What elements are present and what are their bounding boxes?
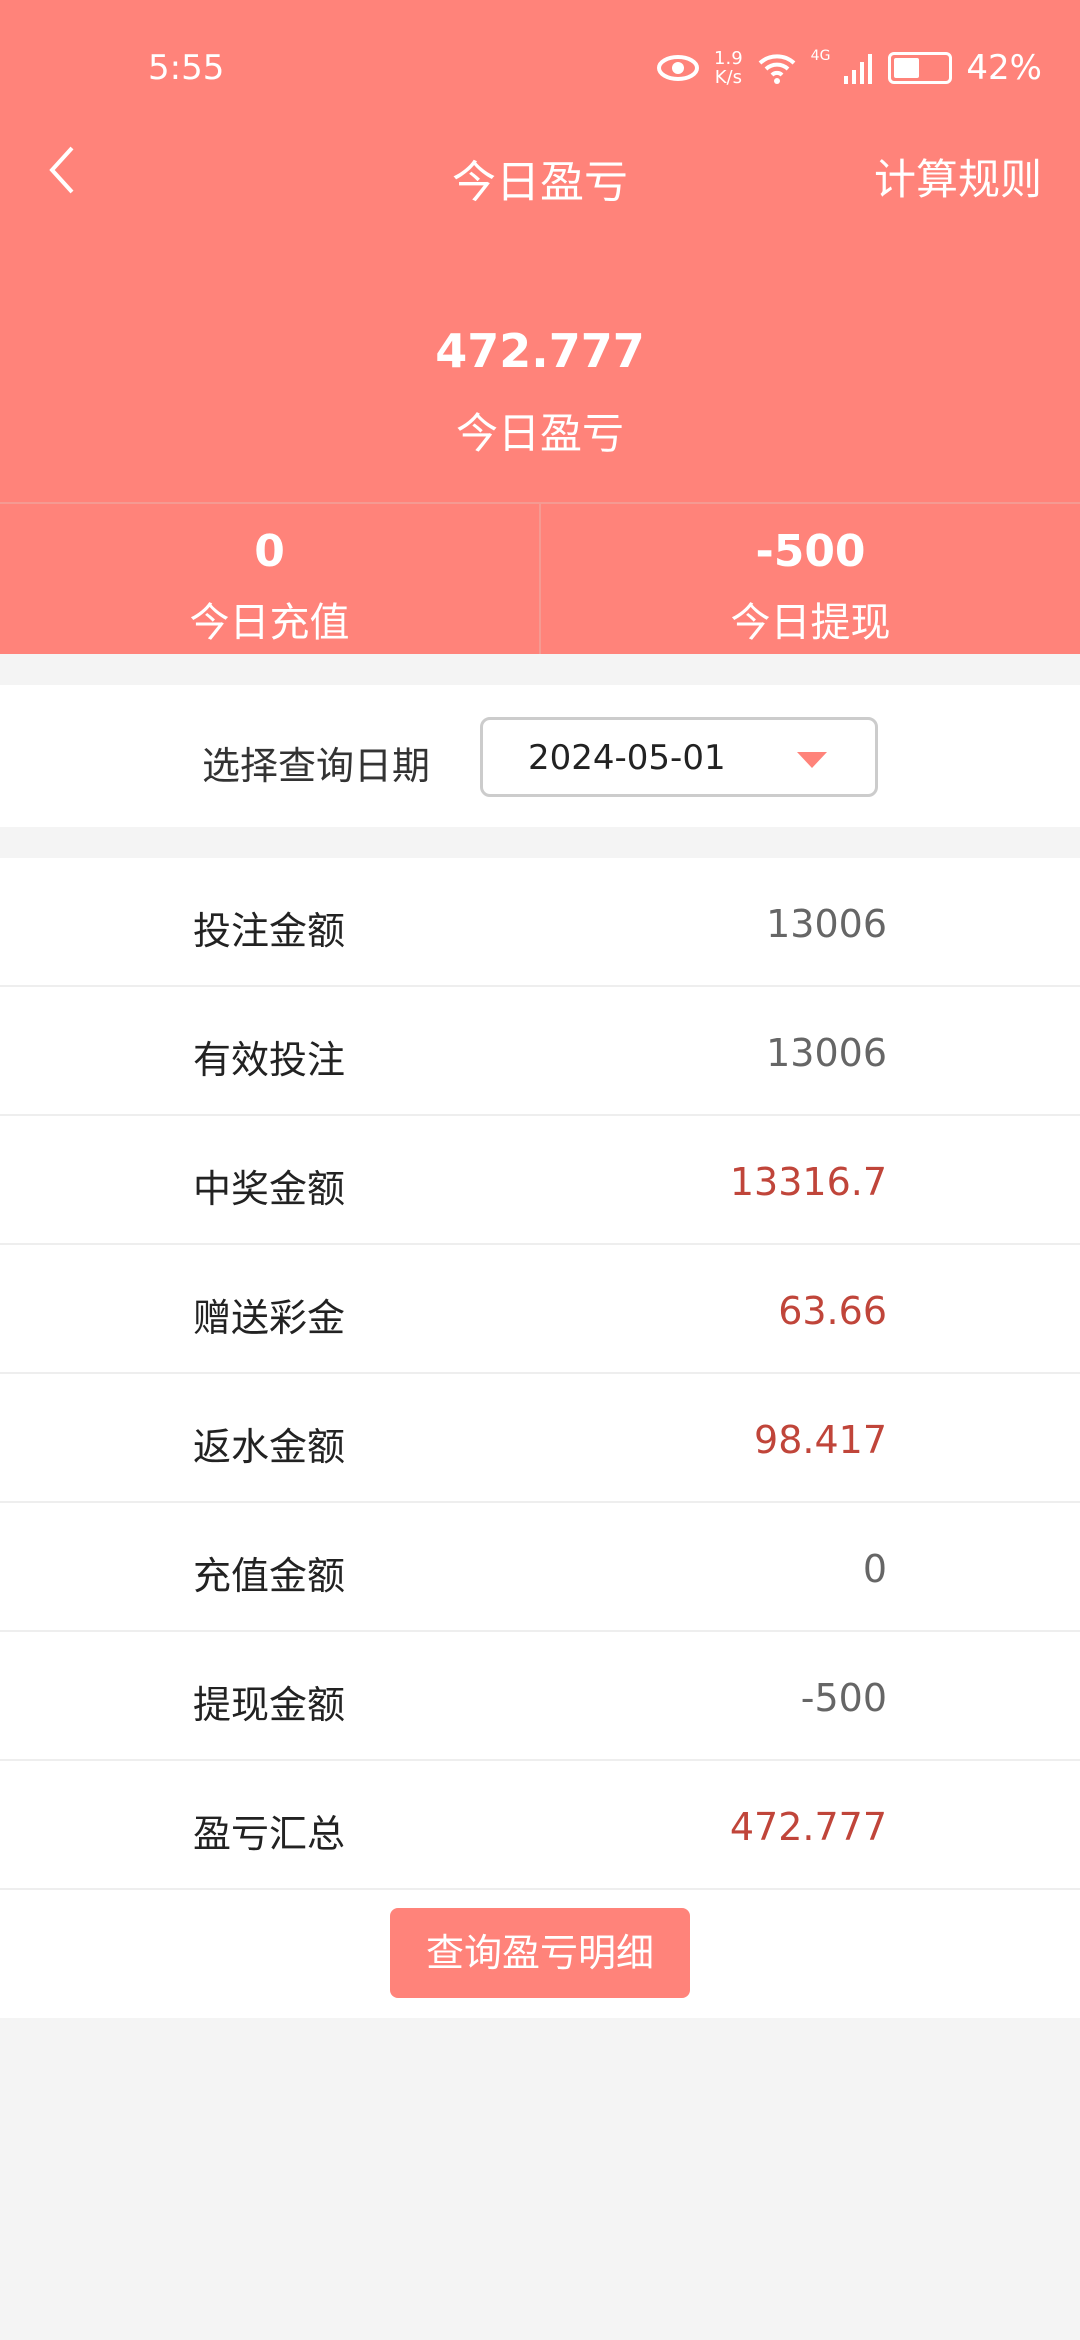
- row-value: 13316.7: [729, 1160, 887, 1204]
- row-value: 472.777: [729, 1805, 887, 1849]
- today-profit-label: 今日盈亏: [455, 409, 624, 458]
- row-label: 中奖金额: [193, 1167, 346, 1211]
- status-time: 5:55: [148, 48, 225, 88]
- summary-list: 投注金额 13006 有效投注 13006 中奖金额 13316.7 赠送彩金 63.66 返水…: [0, 858, 1080, 2018]
- date-select[interactable]: 2024-05-01: [480, 717, 878, 797]
- stat-label: 今日提现: [730, 600, 891, 646]
- signal-icon: [844, 54, 873, 84]
- status-bar: 5:55 1.9 K/s 4G 42%: [0, 40, 1080, 100]
- speed-unit: K/s: [714, 67, 742, 88]
- page-title: 今日盈亏: [452, 157, 628, 208]
- speed-value: 1.9: [714, 48, 743, 69]
- query-details-button[interactable]: 查询盈亏明细: [390, 1908, 690, 1998]
- header: 5:55 1.9 K/s 4G 42% 今日盈亏 计算规则 472.777 今日盈…: [0, 0, 1080, 654]
- eye-icon: [657, 55, 700, 81]
- battery-percent: 42%: [966, 48, 1042, 88]
- wifi-icon: [758, 54, 796, 84]
- list-item: 提现金额 -500: [0, 1632, 1080, 1761]
- date-label: 选择查询日期: [202, 744, 431, 788]
- network-type: 4G: [810, 48, 831, 64]
- row-value: 98.417: [754, 1418, 887, 1462]
- row-value: -500: [800, 1676, 887, 1720]
- list-item: 充值金额 0: [0, 1503, 1080, 1632]
- list-item: 返水金额 98.417: [0, 1374, 1080, 1503]
- row-label: 投注金额: [193, 909, 346, 953]
- battery-icon: [888, 52, 953, 84]
- stat-label: 今日充值: [189, 600, 350, 646]
- row-value: 63.66: [778, 1289, 887, 1333]
- row-label: 有效投注: [193, 1038, 346, 1082]
- row-label: 提现金额: [193, 1683, 346, 1727]
- date-value: 2024-05-01: [528, 738, 726, 778]
- stat-value: 0: [254, 526, 285, 577]
- list-item: 盈亏汇总 472.777: [0, 1761, 1080, 1890]
- list-item: 有效投注 13006: [0, 987, 1080, 1116]
- list-item: 赠送彩金 63.66: [0, 1245, 1080, 1374]
- caret-down-icon: [797, 752, 827, 768]
- row-label: 充值金额: [193, 1554, 346, 1598]
- date-section: 选择查询日期 2024-05-01: [0, 685, 1080, 827]
- rules-link[interactable]: 计算规则: [873, 155, 1042, 204]
- row-value: 0: [862, 1547, 887, 1591]
- row-label: 赠送彩金: [193, 1296, 346, 1340]
- row-value: 13006: [766, 1031, 887, 1075]
- stat-withdraw: -500 今日提现: [539, 504, 1080, 654]
- stats-row: 0 今日充值 -500 今日提现: [0, 502, 1080, 654]
- network-speed: 1.9 K/s: [714, 49, 743, 87]
- today-profit-value: 472.777: [435, 324, 645, 378]
- list-item: 中奖金额 13316.7: [0, 1116, 1080, 1245]
- row-label: 盈亏汇总: [193, 1812, 346, 1856]
- back-icon[interactable]: [40, 140, 90, 200]
- row-value: 13006: [766, 902, 887, 946]
- stat-deposit: 0 今日充值: [0, 504, 539, 654]
- row-label: 返水金额: [193, 1425, 346, 1469]
- stat-value: -500: [755, 526, 866, 577]
- list-item: 投注金额 13006: [0, 858, 1080, 987]
